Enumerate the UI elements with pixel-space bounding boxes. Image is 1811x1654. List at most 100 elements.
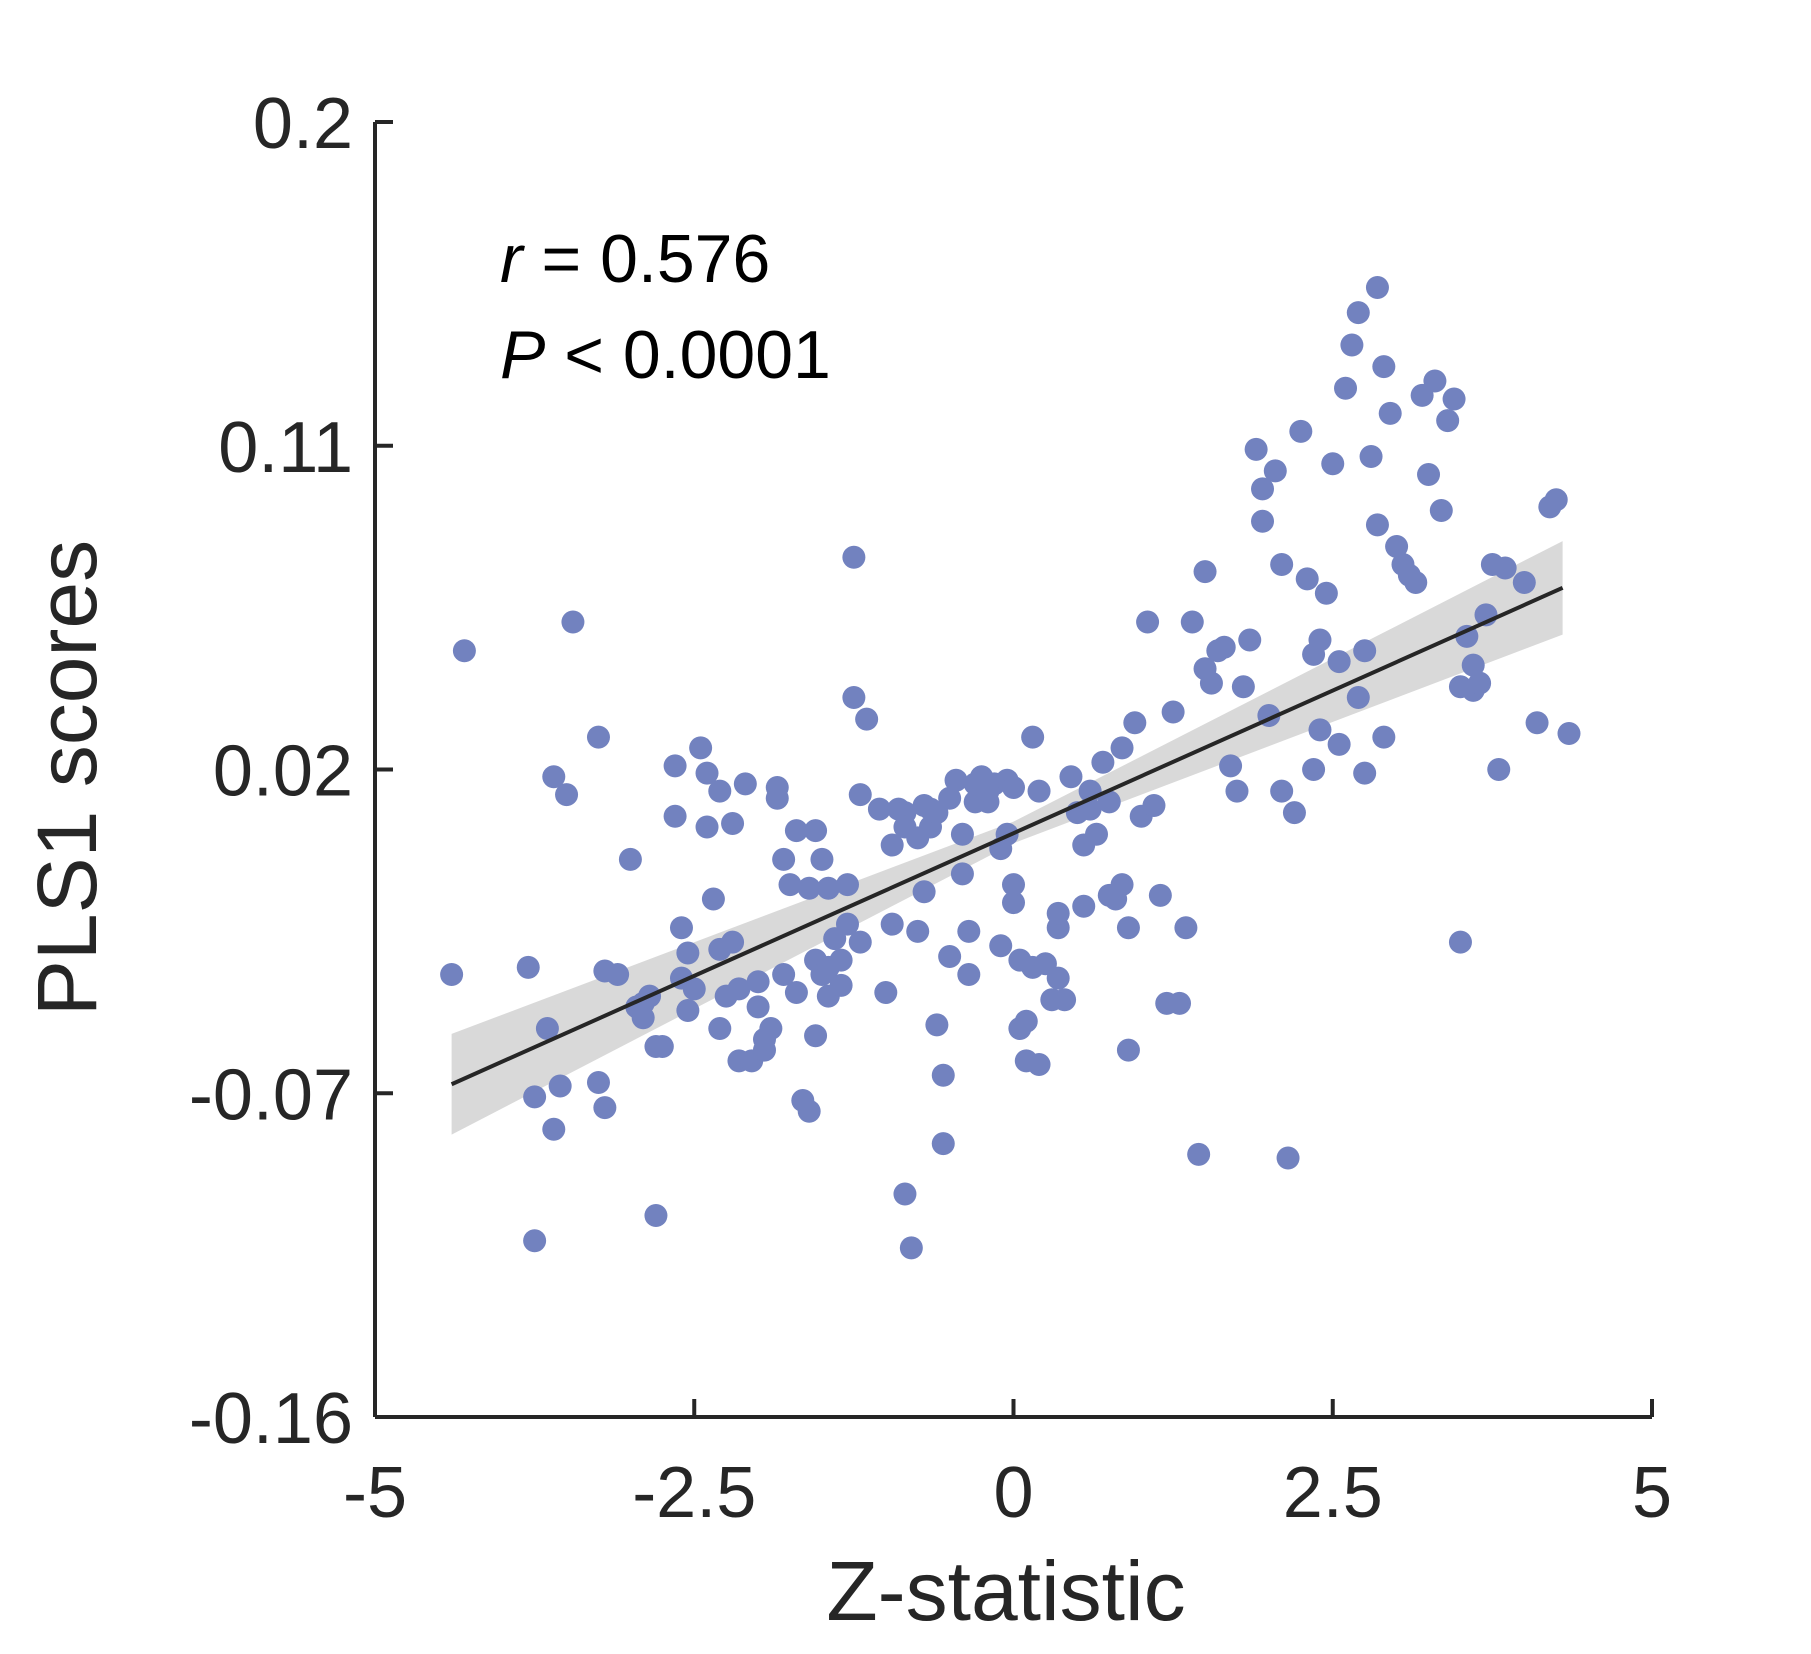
scatter-point bbox=[1021, 725, 1045, 749]
scatter-point bbox=[586, 1070, 610, 1094]
scatter-point bbox=[1404, 570, 1428, 594]
scatter-point bbox=[938, 786, 962, 810]
scatter-point bbox=[989, 934, 1013, 958]
scatter-point bbox=[1321, 452, 1345, 476]
scatter-point bbox=[874, 981, 898, 1005]
scatter-point bbox=[957, 919, 981, 943]
scatter-point bbox=[1308, 628, 1332, 652]
scatter-point bbox=[606, 963, 630, 987]
regression-line bbox=[450, 586, 1564, 1087]
scatter-point bbox=[772, 847, 796, 871]
scatter-point bbox=[663, 804, 687, 828]
scatter-point bbox=[1110, 873, 1134, 897]
scatter-point bbox=[1085, 822, 1109, 846]
scatter-point bbox=[1525, 711, 1549, 735]
scatter-point bbox=[772, 963, 796, 987]
scatter-point bbox=[784, 819, 808, 843]
scatter-point bbox=[893, 1182, 917, 1206]
scatter-point bbox=[1027, 779, 1051, 803]
scatter-point bbox=[1461, 653, 1485, 677]
scatter-point bbox=[797, 1099, 821, 1123]
scatter-point bbox=[957, 963, 981, 987]
scatter-point bbox=[1123, 711, 1147, 735]
axes-layer bbox=[373, 120, 1654, 1419]
scatter-point bbox=[676, 999, 700, 1023]
scatter-point bbox=[1193, 560, 1217, 584]
scatter-point bbox=[855, 707, 879, 731]
scatter-point bbox=[1059, 765, 1083, 789]
scatter-point bbox=[1110, 736, 1134, 760]
scatter-point bbox=[1436, 409, 1460, 433]
scatter-point bbox=[586, 725, 610, 749]
scatter-point bbox=[1359, 445, 1383, 469]
scatter-point bbox=[1231, 675, 1255, 699]
scatter-point bbox=[708, 779, 732, 803]
scatter-point bbox=[829, 973, 853, 997]
r-value: = 0.576 bbox=[523, 221, 771, 297]
scatter-point bbox=[752, 1027, 776, 1051]
scatter-point bbox=[542, 765, 566, 789]
scatter-point bbox=[925, 1013, 949, 1037]
scatter-point bbox=[516, 955, 540, 979]
scatter-point bbox=[618, 847, 642, 871]
scatter-point bbox=[1238, 628, 1262, 652]
scatter-point bbox=[1212, 635, 1236, 659]
scatter-point bbox=[548, 1074, 572, 1098]
scatter-point bbox=[1027, 1052, 1051, 1076]
scatter-point bbox=[1365, 275, 1389, 299]
p-value: < 0.0001 bbox=[545, 317, 830, 393]
scatter-point bbox=[555, 783, 579, 807]
scatter-point bbox=[1468, 671, 1492, 695]
scatter-point bbox=[535, 1017, 559, 1040]
tick-labels-layer: -0.16 -0.07 0.02 0.11 0.2 -5 -2.5 0 2.5 5 bbox=[189, 84, 1672, 1533]
scatter-point bbox=[1002, 775, 1025, 799]
scatter-point bbox=[1168, 991, 1192, 1015]
scatter-point bbox=[880, 912, 904, 936]
scatter-point bbox=[1136, 610, 1160, 634]
scatter-point bbox=[1378, 401, 1402, 425]
y-axis-label: PLS1 scores bbox=[20, 540, 114, 1016]
scatter-point bbox=[523, 1085, 547, 1109]
scatter-point bbox=[721, 811, 745, 835]
scatter-point bbox=[1072, 894, 1096, 918]
scatter-point bbox=[708, 1017, 732, 1040]
scatter-point bbox=[1225, 779, 1249, 803]
scatter-point bbox=[931, 1063, 955, 1087]
scatter-point bbox=[804, 1024, 828, 1048]
y-tick-label: -0.16 bbox=[189, 1379, 353, 1459]
x-tick-label: 0 bbox=[993, 1453, 1033, 1533]
scatter-point bbox=[1002, 873, 1025, 897]
scatter-point bbox=[701, 887, 725, 911]
scatter-point bbox=[912, 880, 936, 904]
scatter-point bbox=[1142, 793, 1166, 817]
scatter-point bbox=[1219, 754, 1243, 778]
scatter-point bbox=[1455, 624, 1479, 648]
scatter-point bbox=[848, 783, 872, 807]
scatter-point bbox=[676, 941, 700, 965]
scatter-point bbox=[733, 772, 757, 796]
scatter-point bbox=[1251, 509, 1275, 533]
scatter-point bbox=[835, 873, 859, 897]
scatter-point bbox=[542, 1117, 566, 1141]
scatter-point bbox=[944, 768, 968, 792]
scatter-point bbox=[561, 610, 585, 634]
scatter-point bbox=[1327, 732, 1351, 756]
scatter-point bbox=[1417, 463, 1441, 487]
x-tick-label: -5 bbox=[343, 1453, 407, 1533]
scatter-point bbox=[452, 639, 476, 663]
scatter-point bbox=[950, 862, 974, 886]
scatter-point bbox=[1327, 650, 1351, 674]
scatter-point bbox=[804, 819, 828, 843]
scatter-point bbox=[1270, 779, 1294, 803]
scatter-point bbox=[1174, 916, 1198, 940]
scatter-point bbox=[880, 833, 904, 857]
scatter-point bbox=[797, 876, 821, 900]
scatter-point bbox=[1161, 700, 1185, 724]
scatter-point bbox=[1512, 570, 1536, 594]
scatter-point bbox=[1493, 556, 1517, 580]
p-value-annotation: P < 0.0001 bbox=[500, 317, 831, 393]
scatter-point bbox=[593, 1096, 617, 1120]
scatter-point bbox=[1289, 419, 1313, 443]
scatter-point bbox=[931, 1132, 955, 1156]
scatter-point bbox=[1053, 988, 1077, 1012]
